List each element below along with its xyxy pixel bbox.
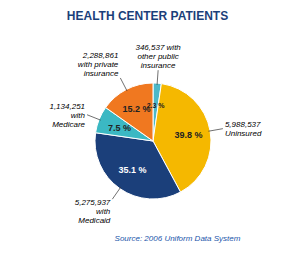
svg-text:5,275,937withMedicaid: 5,275,937withMedicaid — [75, 198, 111, 225]
html-text:HEALTH CENTER PATIENTS: HEALTH CENTER PATIENTS — [66, 9, 229, 23]
svg-text:2.3 %: 2.3 % — [146, 101, 165, 109]
svg-text:5,988,537Uninsured: 5,988,537Uninsured — [225, 120, 262, 138]
svg-text:1,134,251withMedicare: 1,134,251withMedicare — [49, 102, 85, 129]
svg-text:35.1 %: 35.1 % — [118, 165, 146, 175]
svg-text:346,537 withother publicinsura: 346,537 withother publicinsurance — [135, 43, 181, 70]
html-text:Source: 2006 Uniform Data Syst: Source: 2006 Uniform Data System — [114, 234, 241, 243]
svg-text:2,288,861with privateinsurance: 2,288,861with privateinsurance — [78, 51, 119, 78]
svg-text:15.2 %: 15.2 % — [122, 104, 150, 114]
svg-text:7.5 %: 7.5 % — [108, 123, 131, 133]
svg-text:39.8 %: 39.8 % — [174, 130, 202, 140]
